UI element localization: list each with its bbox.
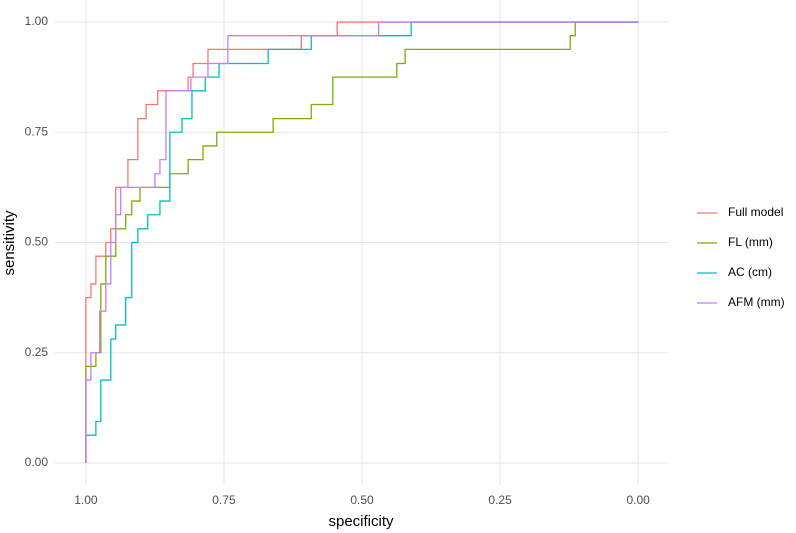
x-tick-label: 1.00 [74,493,98,507]
roc-line [85,21,639,463]
x-tick-label: 0.25 [488,493,512,507]
roc-line [85,21,639,463]
legend-label: AC (cm) [728,265,772,279]
y-tick-label: 0.00 [25,455,49,469]
roc-line [85,21,639,463]
roc-line [85,21,639,463]
legend-label: AFM (mm) [728,295,785,309]
x-tick-label: 0.50 [350,493,374,507]
y-tick-label: 0.25 [25,345,49,359]
x-tick-label: 0.75 [212,493,236,507]
y-tick-label: 0.50 [25,235,49,249]
x-tick-label: 0.00 [626,493,650,507]
x-axis-title: specificity [328,513,394,530]
y-tick-label: 0.75 [25,124,49,138]
y-axis-title: sensitivity [1,210,18,276]
y-tick-label: 1.00 [25,14,49,28]
legend-label: FL (mm) [728,235,773,249]
legend-label: Full model [728,205,783,219]
